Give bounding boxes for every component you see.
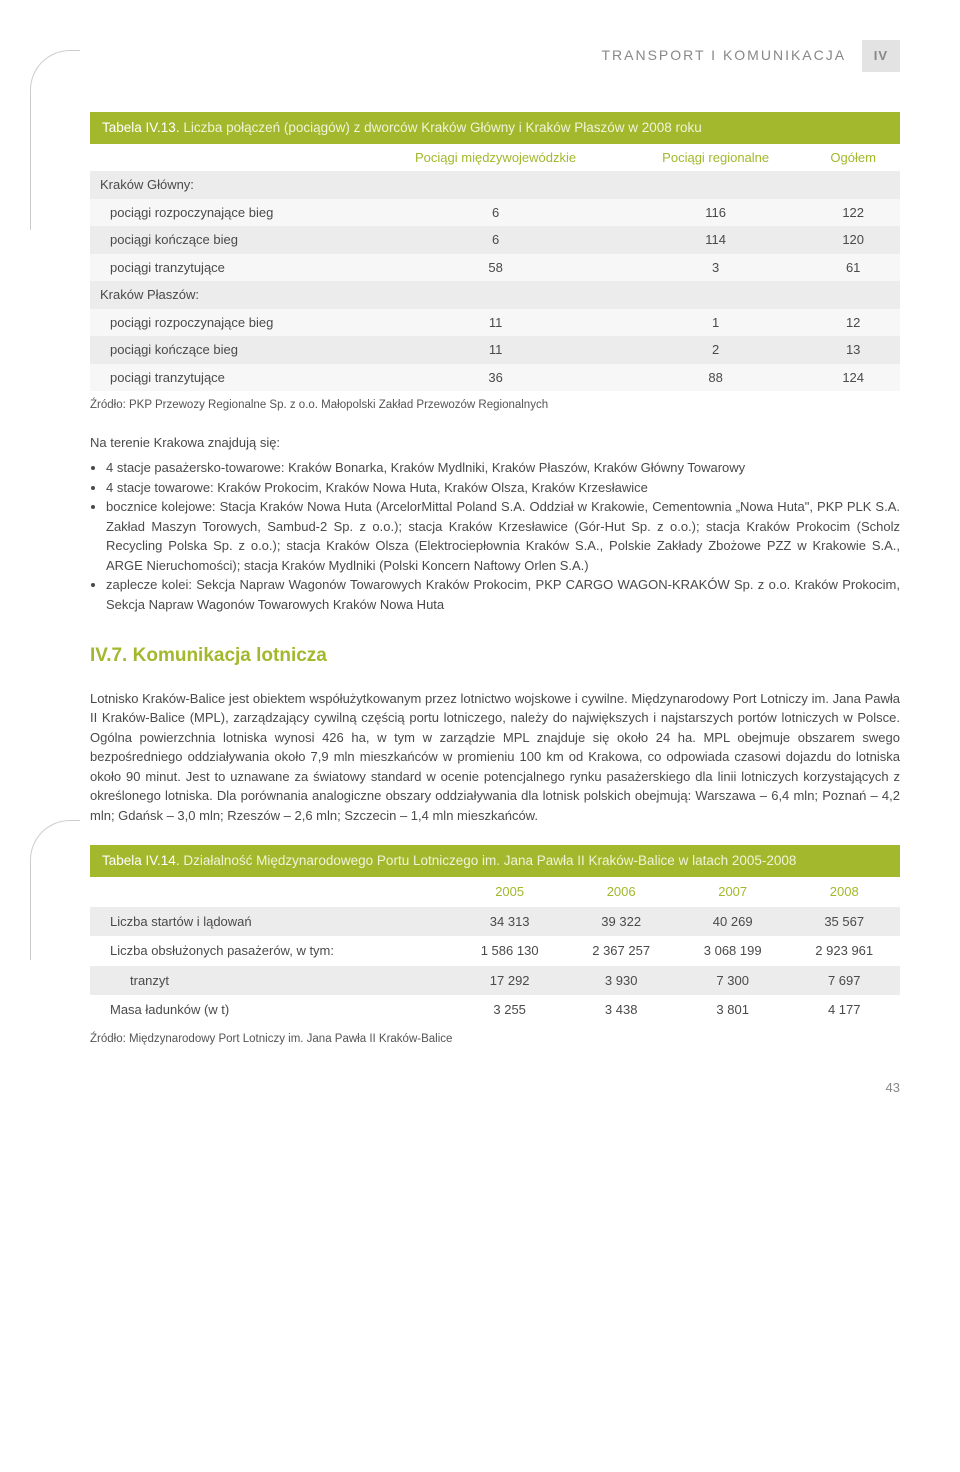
table1-col3: Ogółem: [806, 144, 900, 172]
table1-section-row: Kraków Główny:: [90, 171, 900, 199]
table2-caption-prefix: Tabela IV.14.: [102, 853, 180, 868]
table-row: Masa ładunków (w t)3 2553 4383 8014 177: [90, 995, 900, 1025]
list-item: 4 stacje pasażersko-towarowe: Kraków Bon…: [106, 458, 900, 478]
table-row: pociągi rozpoczynające bieg6116122: [90, 199, 900, 227]
list-item: zaplecze kolei: Sekcja Napraw Wagonów To…: [106, 575, 900, 614]
table-row: pociągi rozpoczynające bieg11112: [90, 309, 900, 337]
decorative-curve: [30, 820, 80, 960]
table1-caption-text: Liczba połączeń (pociągów) z dworców Kra…: [180, 120, 702, 135]
table2: 2005 2006 2007 2008 Liczba startów i ląd…: [90, 877, 900, 1025]
table2-caption: Tabela IV.14. Działalność Międzynarodowe…: [90, 845, 900, 877]
table1: Pociągi międzywojewódzkie Pociągi region…: [90, 144, 900, 392]
table-row: pociągi tranzytujące58361: [90, 254, 900, 282]
list-item: 4 stacje towarowe: Kraków Prokocim, Krak…: [106, 478, 900, 498]
table1-col1: Pociągi międzywojewódzkie: [366, 144, 625, 172]
table-row: pociągi kończące bieg6114120: [90, 226, 900, 254]
section2-para: Lotnisko Kraków-Balice jest obiektem wsp…: [90, 689, 900, 826]
list-item: bocznice kolejowe: Stacja Kraków Nowa Hu…: [106, 497, 900, 575]
table-row: Liczba obsłużonych pasażerów, w tym:1 58…: [90, 936, 900, 966]
table1-col0: [90, 144, 366, 172]
table1-col2: Pociągi regionalne: [625, 144, 806, 172]
table2-source: Źródło: Międzynarodowy Port Lotniczy im.…: [90, 1031, 900, 1048]
table1-section-row: Kraków Płaszów:: [90, 281, 900, 309]
table1-source: Źródło: PKP Przewozy Regionalne Sp. z o.…: [90, 397, 900, 414]
section2-heading: IV.7. Komunikacja lotnicza: [90, 642, 900, 671]
chapter-badge: IV: [862, 40, 900, 72]
page-number: 43: [90, 1078, 900, 1098]
table-row: pociągi tranzytujące3688124: [90, 364, 900, 392]
table1-caption-prefix: Tabela IV.13.: [102, 120, 180, 135]
table1-caption: Tabela IV.13. Liczba połączeń (pociągów)…: [90, 112, 900, 144]
table-row: tranzyt17 2923 9307 3007 697: [90, 966, 900, 996]
table-row: pociągi kończące bieg11213: [90, 336, 900, 364]
table2-caption-text: Działalność Międzynarodowego Portu Lotni…: [180, 853, 797, 868]
body1-list: 4 stacje pasażersko-towarowe: Kraków Bon…: [106, 458, 900, 614]
table2-header-row: 2005 2006 2007 2008: [90, 877, 900, 907]
body1-intro: Na terenie Krakowa znajdują się:: [90, 433, 900, 453]
decorative-curve: [30, 50, 80, 230]
table1-header-row: Pociągi międzywojewódzkie Pociągi region…: [90, 144, 900, 172]
header-title: TRANSPORT I KOMUNIKACJA: [601, 47, 846, 63]
table1-section-label: Kraków Główny:: [90, 171, 900, 199]
table1-section-label: Kraków Płaszów:: [90, 281, 900, 309]
page-header: TRANSPORT I KOMUNIKACJA IV: [90, 40, 900, 72]
table-row: Liczba startów i lądowań34 31339 32240 2…: [90, 907, 900, 937]
